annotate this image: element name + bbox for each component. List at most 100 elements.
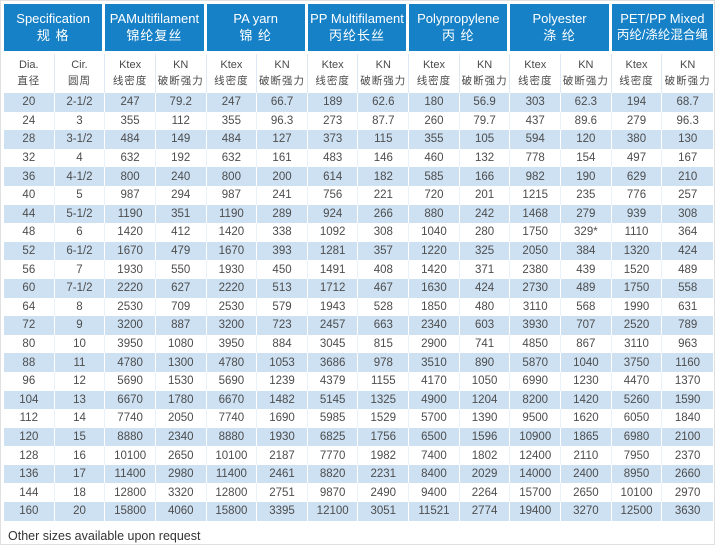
table-cell: 6980 [611, 427, 663, 447]
subheader-label-zh: 线密度 [619, 75, 654, 87]
table-cell: 1281 [307, 241, 359, 261]
table-cell: 373 [307, 130, 359, 149]
table-cell: 7770 [307, 446, 359, 465]
table-cell: 707 [561, 316, 612, 335]
table-cell: 144 [4, 483, 55, 503]
table-cell: 66.7 [257, 93, 308, 112]
table-cell: 1204 [459, 390, 511, 410]
table-cell: 1050 [459, 371, 511, 391]
table-cell: 2490 [358, 483, 410, 503]
table-cell: 210 [662, 167, 713, 186]
table-cell: 15800 [206, 502, 258, 521]
subheader-label-en: KN [476, 59, 493, 71]
table-cell: 15 [54, 427, 106, 447]
table-cell: 112 [155, 111, 207, 131]
table-cell: 579 [257, 297, 308, 317]
table-cell: 329* [561, 223, 612, 242]
table-cell: 614 [307, 167, 359, 186]
table-cell: 1990 [611, 297, 663, 317]
table-cell: 247 [105, 93, 156, 112]
subheader-col-0-dia: Dia. 直径 [4, 54, 55, 93]
table-cell: 550 [155, 260, 207, 279]
table-cell: 303 [510, 93, 562, 112]
table-cell: 160 [4, 502, 55, 521]
table-cell: 242 [459, 204, 511, 224]
table-cell: 44 [4, 204, 55, 224]
subheader-col-10-ktex: Ktex 线密度 [510, 54, 562, 93]
subheader-col-9-kn: KN 破断强力 [459, 54, 511, 93]
table-cell: 2187 [257, 446, 308, 465]
table-cell: 371 [459, 260, 511, 279]
table-cell: 1420 [105, 223, 156, 242]
subheader-label-en: Ktex [524, 59, 547, 71]
table-cell: 36 [4, 167, 55, 186]
table-cell: 128 [4, 446, 55, 465]
table-cell: 4-1/2 [54, 167, 106, 186]
table-cell: 10100 [611, 483, 663, 503]
table-row-dia-120: 120 15 8880 2340 8880 1930 6825 1756 6500 1596 109… [4, 427, 713, 447]
table-cell: 1930 [105, 260, 156, 279]
subheader-label-zh: 线密度 [315, 75, 350, 87]
subheader-col-8-ktex: Ktex 线密度 [409, 54, 460, 93]
table-cell: 15700 [510, 483, 562, 503]
table-cell: 149 [155, 130, 207, 149]
table-cell: 194 [611, 93, 663, 112]
group-header-polyester: Polyester 涤 纶 [510, 4, 612, 54]
table-row-dia-48: 48 6 1420 412 1420 338 1092 308 1040 280 1750 329* 1… [4, 223, 713, 242]
table-cell: 308 [662, 204, 713, 224]
subheader-col-5-kn: KN 破断强力 [257, 54, 308, 93]
table-body: 20 2-1/2 247 79.2 247 66.7 189 62.6 180 56.9 303 62… [4, 93, 713, 521]
table-cell: 89.6 [561, 111, 612, 131]
table-cell: 1756 [358, 427, 410, 447]
table-cell: 982 [510, 167, 562, 186]
table-cell: 5690 [206, 371, 258, 391]
table-cell: 7740 [105, 409, 156, 428]
table-cell: 424 [662, 241, 713, 261]
table-cell: 1840 [662, 409, 713, 428]
table-row-dia-60: 60 7-1/2 2220 627 2220 513 1712 467 1630 424 2730 4… [4, 278, 713, 298]
table-cell: 11400 [105, 464, 156, 484]
table-cell: 2050 [510, 241, 562, 261]
table-cell: 8200 [510, 390, 562, 410]
table-cell: 3270 [561, 502, 612, 521]
group-header-pa-yarn: PA yarn 锦 纶 [206, 4, 308, 54]
group-header-label-en: PET/PP Mixed [620, 11, 705, 26]
table-cell: 720 [409, 185, 460, 205]
table-cell: 1040 [561, 353, 612, 372]
table-row-dia-112: 112 14 7740 2050 7740 1690 5985 1529 5700 1390 950… [4, 409, 713, 428]
table-cell: 6670 [206, 390, 258, 410]
table-cell: 8880 [206, 427, 258, 447]
table-cell: 355 [409, 130, 460, 149]
table-cell: 32 [4, 148, 55, 168]
table-cell: 279 [561, 204, 612, 224]
table-cell: 60 [4, 278, 55, 298]
table-cell: 3395 [257, 502, 308, 521]
table-cell: 87.7 [358, 111, 410, 131]
table-cell: 1750 [510, 223, 562, 242]
subheader-label-en: Ktex [422, 59, 445, 71]
table-cell: 120 [561, 130, 612, 149]
table-cell: 3510 [409, 353, 460, 372]
table-cell: 1300 [155, 353, 207, 372]
table-cell: 1110 [611, 223, 663, 242]
table-cell: 10900 [510, 427, 562, 447]
rope-specification-table: Specification 规 格 PAMultifilament 锦纶复丝 PA ya… [4, 4, 713, 521]
subheader-label-zh: 线密度 [517, 75, 553, 87]
table-cell: 2530 [105, 297, 156, 317]
table-cell: 161 [257, 148, 308, 168]
table-cell: 190 [561, 167, 612, 186]
table-cell: 11400 [206, 464, 258, 484]
table-cell: 1982 [358, 446, 410, 465]
table-cell: 2457 [307, 316, 359, 335]
table-cell: 4900 [409, 390, 460, 410]
subheader-label-zh: 破断强力 [461, 75, 508, 87]
table-cell: 351 [155, 204, 207, 224]
table-cell: 4060 [155, 502, 207, 521]
table-cell: 484 [105, 130, 156, 149]
table-cell: 355 [105, 111, 156, 131]
table-cell: 1155 [358, 371, 410, 391]
table-cell: 1390 [459, 409, 511, 428]
table-cell: 9870 [307, 483, 359, 503]
table-cell: 2264 [459, 483, 511, 503]
table-cell: 1630 [409, 278, 460, 298]
